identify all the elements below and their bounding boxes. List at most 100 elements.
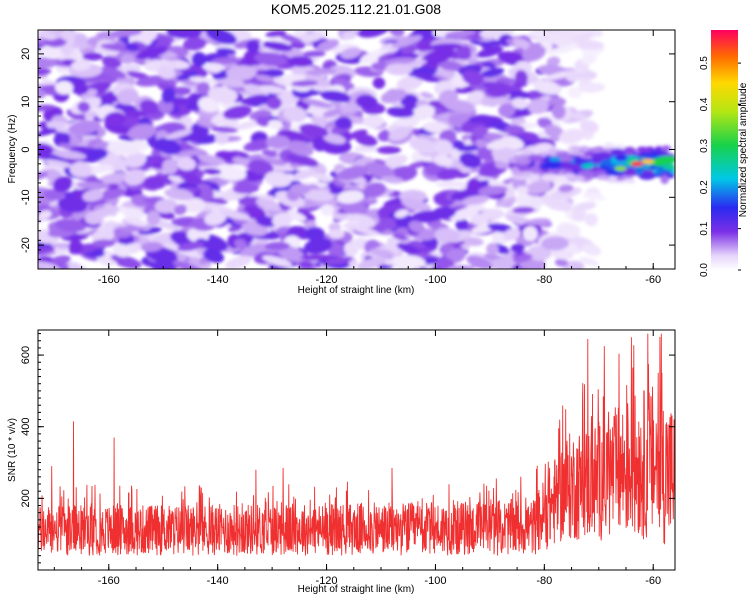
heatmap-cell	[277, 245, 305, 263]
heatmap-cell	[215, 47, 237, 55]
heatmap-cell	[154, 198, 178, 214]
heatmap-cell	[172, 86, 192, 96]
heatmap-cell	[547, 148, 556, 157]
heatmap-cell	[262, 255, 293, 268]
heatmap-cell	[481, 67, 505, 78]
heatmap-cell	[567, 86, 582, 99]
heatmap-cell	[255, 74, 275, 82]
heatmap-cell	[262, 41, 293, 52]
heatmap-cell	[289, 183, 311, 195]
heatmap-cell	[486, 242, 499, 256]
heatmap-cell	[54, 218, 86, 233]
heatmap-cell	[579, 120, 599, 133]
heatmap-cell	[528, 195, 545, 207]
heatmap-cell	[462, 195, 490, 205]
heatmap-cell	[432, 206, 456, 220]
heatmap-cell	[517, 165, 531, 172]
heatmap-cell	[380, 88, 407, 104]
heatmap-cell	[512, 206, 535, 214]
colorbar-tick-label: 0.4	[699, 97, 710, 111]
heatmap-cell	[91, 205, 120, 219]
heatmap-cell	[385, 63, 413, 76]
heatmap-cell	[512, 38, 531, 49]
heatmap-cell	[69, 145, 88, 153]
heatmap-cell	[38, 57, 57, 69]
heatmap-cell	[340, 47, 362, 60]
heatmap-cell	[434, 227, 461, 243]
heatmap-cell	[549, 156, 562, 162]
heatmap-cell	[50, 255, 71, 265]
heatmap-cell	[243, 83, 269, 97]
heatmap-cell	[476, 46, 504, 58]
heatmap-cell	[578, 169, 597, 178]
snr-x-tick-label: -100	[424, 575, 446, 587]
colorbar-ticks: 0.0 0.1 0.2 0.3 0.4 0.5	[699, 56, 741, 277]
heatmap-cell	[263, 68, 285, 78]
heatmap-cell	[636, 146, 649, 153]
heatmap-cell	[334, 116, 353, 130]
heatmap-cell	[112, 243, 131, 258]
heatmap-cell	[357, 30, 390, 38]
heatmap-cell	[408, 160, 427, 169]
heatmap-x-axis-label: Height of straight line (km)	[298, 285, 415, 296]
heatmap-cell	[214, 130, 229, 145]
heatmap-cell	[522, 44, 546, 62]
heatmap-cell	[332, 78, 355, 89]
heatmap-y-tick-label: 0	[20, 146, 32, 152]
heatmap-cell	[336, 190, 365, 204]
snr-series-line	[38, 333, 675, 556]
heatmap-cell	[204, 210, 227, 226]
heatmap-cell	[258, 85, 286, 94]
heatmap-cell	[38, 171, 48, 180]
heatmap-cell	[466, 255, 493, 269]
heatmap-cell	[582, 193, 606, 201]
heatmap-cell	[488, 180, 501, 188]
heatmap-cell	[211, 57, 243, 65]
heatmap-cell	[98, 172, 132, 184]
heatmap-cell	[140, 241, 163, 252]
heatmap-cell	[341, 31, 357, 40]
snr-x-tick-label: -160	[98, 575, 120, 587]
heatmap-cell	[574, 158, 592, 164]
heatmap-cell	[288, 140, 308, 151]
heatmap-cell	[363, 114, 384, 129]
heatmap-cell	[449, 206, 481, 221]
heatmap-cell	[336, 165, 369, 181]
colorbar-tick-label: 0.0	[699, 263, 710, 277]
heatmap-cell	[322, 108, 342, 118]
heatmap-cell	[320, 204, 335, 217]
heatmap-cell	[347, 224, 381, 236]
heatmap-cell	[320, 90, 351, 103]
heatmap-cell	[53, 150, 87, 160]
heatmap-cell	[341, 245, 358, 256]
heatmap-cell	[99, 66, 127, 79]
heatmap-cell	[203, 63, 227, 74]
heatmap-cell	[471, 126, 489, 138]
heatmap-cell	[481, 61, 496, 69]
heatmap-cells	[38, 30, 675, 269]
heatmap-cell	[197, 154, 226, 165]
snr-x-tick-label: -80	[536, 575, 552, 587]
heatmap-cell	[595, 151, 612, 160]
heatmap-cell	[186, 200, 206, 213]
heatmap-x-tick-label: -120	[316, 274, 338, 286]
heatmap-cell	[60, 30, 76, 42]
heatmap-cell	[485, 81, 512, 98]
heatmap-cell	[272, 212, 293, 228]
heatmap-cell	[614, 166, 627, 172]
heatmap-cell	[408, 220, 425, 233]
heatmap-cell	[93, 141, 110, 150]
heatmap-cell	[358, 198, 378, 206]
heatmap-cell	[521, 171, 532, 177]
heatmap-cell	[389, 30, 405, 36]
heatmap-cell	[448, 264, 475, 269]
heatmap-cell	[596, 174, 611, 181]
heatmap-cell	[302, 50, 326, 58]
heatmap-cell	[433, 155, 454, 167]
heatmap-cell	[286, 153, 319, 167]
heatmap-x-tick-label: -160	[98, 274, 120, 286]
heatmap-cell	[455, 218, 469, 232]
snr-frame	[37, 329, 676, 571]
heatmap-cell	[377, 52, 396, 63]
heatmap-cell	[526, 245, 552, 261]
